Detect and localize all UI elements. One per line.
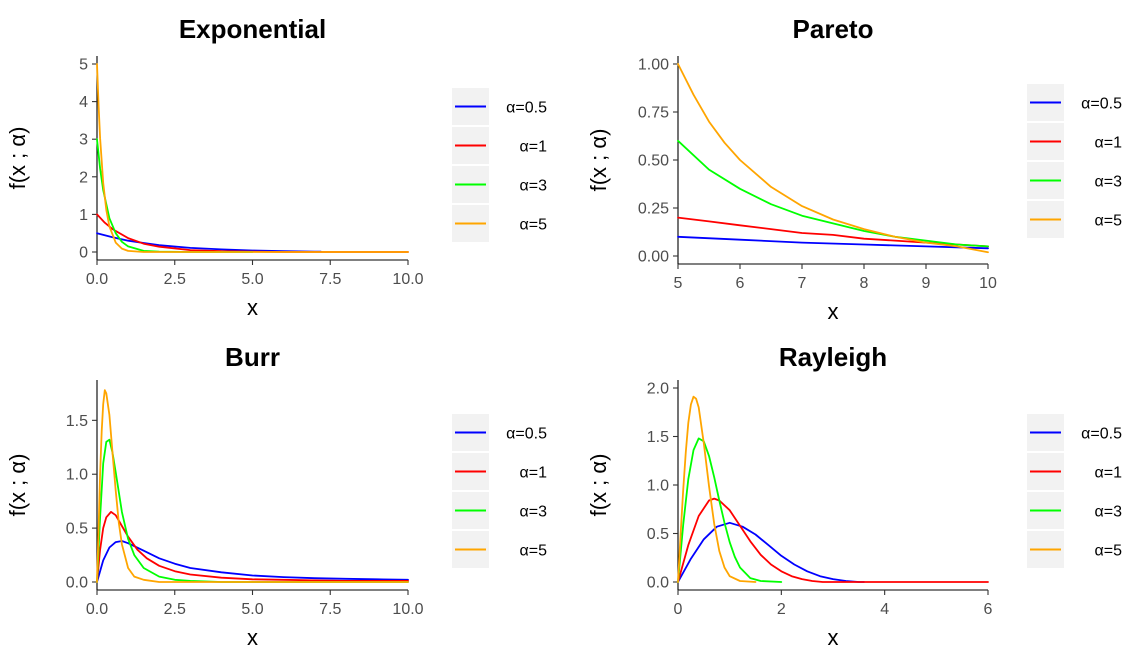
x-axis-label: x xyxy=(828,625,839,650)
x-tick-label: 10.0 xyxy=(392,601,423,618)
x-tick-label: 0.0 xyxy=(86,601,108,618)
x-tick-label: 7.5 xyxy=(319,271,341,288)
legend-label: α=1 xyxy=(520,465,548,482)
legend-label: α=1 xyxy=(1095,465,1123,482)
y-tick-label: 1.00 xyxy=(638,57,669,74)
chart-panel-1: Pareto 5 6 7 8 9 10 0.00 0.25 0.50 0.75 1.00 x f(x ; … xyxy=(586,14,1122,324)
y-tick-label: 0.50 xyxy=(638,153,669,170)
series-line-1 xyxy=(677,497,989,583)
series-line-2 xyxy=(677,437,783,583)
x-tick-label: 6 xyxy=(984,601,993,618)
legend-label: α=5 xyxy=(520,217,548,234)
y-axis-label: f(x ; α) xyxy=(5,454,30,517)
x-tick-label: 5 xyxy=(674,275,683,292)
y-tick-label: 0.0 xyxy=(66,575,88,592)
chart-panel-2: Burr 0.0 2.5 5.0 7.5 10.0 0.0 0.5 1.0 1.5 x f(x ; α… xyxy=(5,342,547,650)
legend-label: α=3 xyxy=(1095,174,1123,191)
series-line-2 xyxy=(96,438,409,583)
y-tick-label: 1.5 xyxy=(66,413,88,430)
y-axis-label: f(x ; α) xyxy=(586,129,611,192)
chart-title: Rayleigh xyxy=(779,342,887,372)
series-line-1 xyxy=(96,510,409,583)
legend-label: α=1 xyxy=(520,139,548,156)
y-tick-label: 3 xyxy=(79,132,88,149)
chart-panel-0: Exponential 0.0 2.5 5.0 7.5 10.0 0 1 2 3 4 5 x f(x ; … xyxy=(5,14,547,320)
x-tick-label: 2.5 xyxy=(164,271,186,288)
series-line-0 xyxy=(677,235,989,250)
y-tick-label: 0.5 xyxy=(647,526,669,543)
series-line-0 xyxy=(677,521,865,583)
y-tick-label: 5 xyxy=(79,57,88,74)
x-tick-label: 5.0 xyxy=(241,601,263,618)
x-tick-label: 5.0 xyxy=(241,271,263,288)
legend-label: α=0.5 xyxy=(1081,96,1122,113)
y-tick-label: 1 xyxy=(79,207,88,224)
x-tick-label: 2 xyxy=(777,601,786,618)
series-line-3 xyxy=(96,63,409,253)
y-tick-label: 0.5 xyxy=(66,521,88,538)
x-tick-label: 6 xyxy=(736,275,745,292)
x-tick-label: 2.5 xyxy=(164,601,186,618)
x-tick-label: 4 xyxy=(880,601,889,618)
y-tick-label: 0.0 xyxy=(647,575,669,592)
y-tick-label: 0.25 xyxy=(638,201,669,218)
y-tick-label: 0.75 xyxy=(638,105,669,122)
series-line-3 xyxy=(96,389,409,583)
x-tick-label: 7 xyxy=(798,275,807,292)
x-tick-label: 7.5 xyxy=(319,601,341,618)
chart-title: Exponential xyxy=(179,14,326,44)
series-line-0 xyxy=(96,540,409,583)
legend: α=0.5 α=1 α=3 α=5 xyxy=(1027,84,1122,238)
legend-label: α=0.5 xyxy=(1081,426,1122,443)
y-tick-label: 1.0 xyxy=(647,478,669,495)
legend-label: α=0.5 xyxy=(506,426,547,443)
legend-label: α=3 xyxy=(520,504,548,521)
legend-label: α=3 xyxy=(1095,504,1123,521)
y-axis-label: f(x ; α) xyxy=(586,454,611,517)
x-tick-label: 10.0 xyxy=(392,271,423,288)
series-line-1 xyxy=(96,213,409,253)
x-tick-label: 9 xyxy=(922,275,931,292)
y-axis-label: f(x ; α) xyxy=(5,127,30,190)
x-tick-label: 10 xyxy=(979,275,997,292)
legend-label: α=1 xyxy=(1095,135,1123,152)
legend: α=0.5 α=1 α=3 α=5 xyxy=(1027,414,1122,568)
chart-panel-3: Rayleigh 0 2 4 6 0.0 0.5 1.0 1.5 2.0 x f(x ; α) α=0.… xyxy=(586,342,1122,650)
x-axis-label: x xyxy=(247,625,258,650)
series-line-2 xyxy=(96,138,254,253)
series-line-0 xyxy=(96,232,322,253)
series-line-3 xyxy=(677,63,989,254)
y-tick-label: 1.0 xyxy=(66,467,88,484)
legend-label: α=5 xyxy=(520,543,548,560)
x-axis-label: x xyxy=(828,299,839,324)
y-tick-label: 2 xyxy=(79,169,88,186)
chart-title: Pareto xyxy=(793,14,874,44)
legend: α=0.5 α=1 α=3 α=5 xyxy=(452,88,547,242)
y-tick-label: 1.5 xyxy=(647,429,669,446)
y-tick-label: 0.00 xyxy=(638,249,669,266)
x-tick-label: 0.0 xyxy=(86,271,108,288)
x-tick-label: 8 xyxy=(860,275,869,292)
series-line-3 xyxy=(677,395,757,583)
legend-label: α=5 xyxy=(1095,213,1123,230)
legend-label: α=5 xyxy=(1095,543,1123,560)
legend: α=0.5 α=1 α=3 α=5 xyxy=(452,414,547,568)
y-tick-label: 2.0 xyxy=(647,381,669,398)
y-tick-label: 0 xyxy=(79,245,88,262)
series-line-2 xyxy=(677,139,989,248)
chart-title: Burr xyxy=(225,342,280,372)
x-tick-label: 0 xyxy=(674,601,683,618)
legend-label: α=3 xyxy=(520,178,548,195)
y-tick-label: 4 xyxy=(79,94,88,111)
legend-label: α=0.5 xyxy=(506,100,547,117)
x-axis-label: x xyxy=(247,295,258,320)
